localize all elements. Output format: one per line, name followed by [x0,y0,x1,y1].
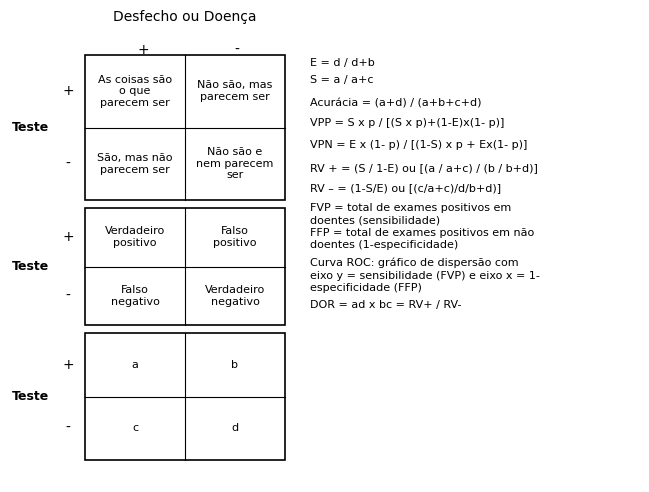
Text: c: c [132,423,138,433]
Text: Falso
negativo: Falso negativo [110,285,160,307]
Text: RV – = (1-S/E) ou [(c/a+c)/d/b+d)]: RV – = (1-S/E) ou [(c/a+c)/d/b+d)] [310,183,501,193]
Text: DOR = ad x bc = RV+ / RV-: DOR = ad x bc = RV+ / RV- [310,300,461,310]
Text: Não são e
nem parecem
ser: Não são e nem parecem ser [196,147,274,181]
Text: Falso
positivo: Falso positivo [214,226,257,248]
Text: b: b [232,360,238,370]
Text: Não são, mas
parecem ser: Não são, mas parecem ser [197,81,273,102]
Text: Acurácia = (a+d) / (a+b+c+d): Acurácia = (a+d) / (a+b+c+d) [310,98,482,108]
Text: As coisas são
o que
parecem ser: As coisas são o que parecem ser [98,75,172,108]
Text: S = a / a+c: S = a / a+c [310,75,374,85]
Text: E = d / d+b: E = d / d+b [310,58,374,68]
Text: Verdadeiro
positivo: Verdadeiro positivo [105,226,165,248]
Text: Teste: Teste [12,390,49,403]
Text: FFP = total de exames positivos em não
doentes (1-especificidade): FFP = total de exames positivos em não d… [310,228,534,250]
Text: -: - [66,289,71,303]
Text: -: - [234,43,239,57]
Text: Teste: Teste [12,260,49,273]
Text: Desfecho ou Doença: Desfecho ou Doença [113,10,257,24]
Text: RV + = (S / 1-E) ou [(a / a+c) / (b / b+d)]: RV + = (S / 1-E) ou [(a / a+c) / (b / b+… [310,163,538,173]
Text: FVP = total de exames positivos em
doentes (sensibilidade): FVP = total de exames positivos em doent… [310,203,511,225]
Text: VPP = S x p / [(S x p)+(1-E)x(1- p)]: VPP = S x p / [(S x p)+(1-E)x(1- p)] [310,118,504,128]
Text: d: d [232,423,239,433]
Text: -: - [66,421,71,435]
Bar [85,208,285,325]
Bar [85,333,285,460]
Text: São, mas não
parecem ser: São, mas não parecem ser [97,153,173,175]
Text: Teste: Teste [12,121,49,134]
Text: +: + [137,43,149,57]
Text: +: + [62,358,74,372]
Text: VPN = E x (1- p) / [(1-S) x p + Ex(1- p)]: VPN = E x (1- p) / [(1-S) x p + Ex(1- p)… [310,140,528,150]
Text: Curva ROC: gráfico de dispersão com
eixo y = sensibilidade (FVP) e eixo x = 1-
e: Curva ROC: gráfico de dispersão com eixo… [310,258,540,293]
Text: +: + [62,84,74,98]
Text: +: + [62,230,74,244]
Bar [85,55,285,200]
Text: a: a [132,360,138,370]
Text: Verdadeiro
negativo: Verdadeiro negativo [205,285,265,307]
Text: -: - [66,157,71,171]
